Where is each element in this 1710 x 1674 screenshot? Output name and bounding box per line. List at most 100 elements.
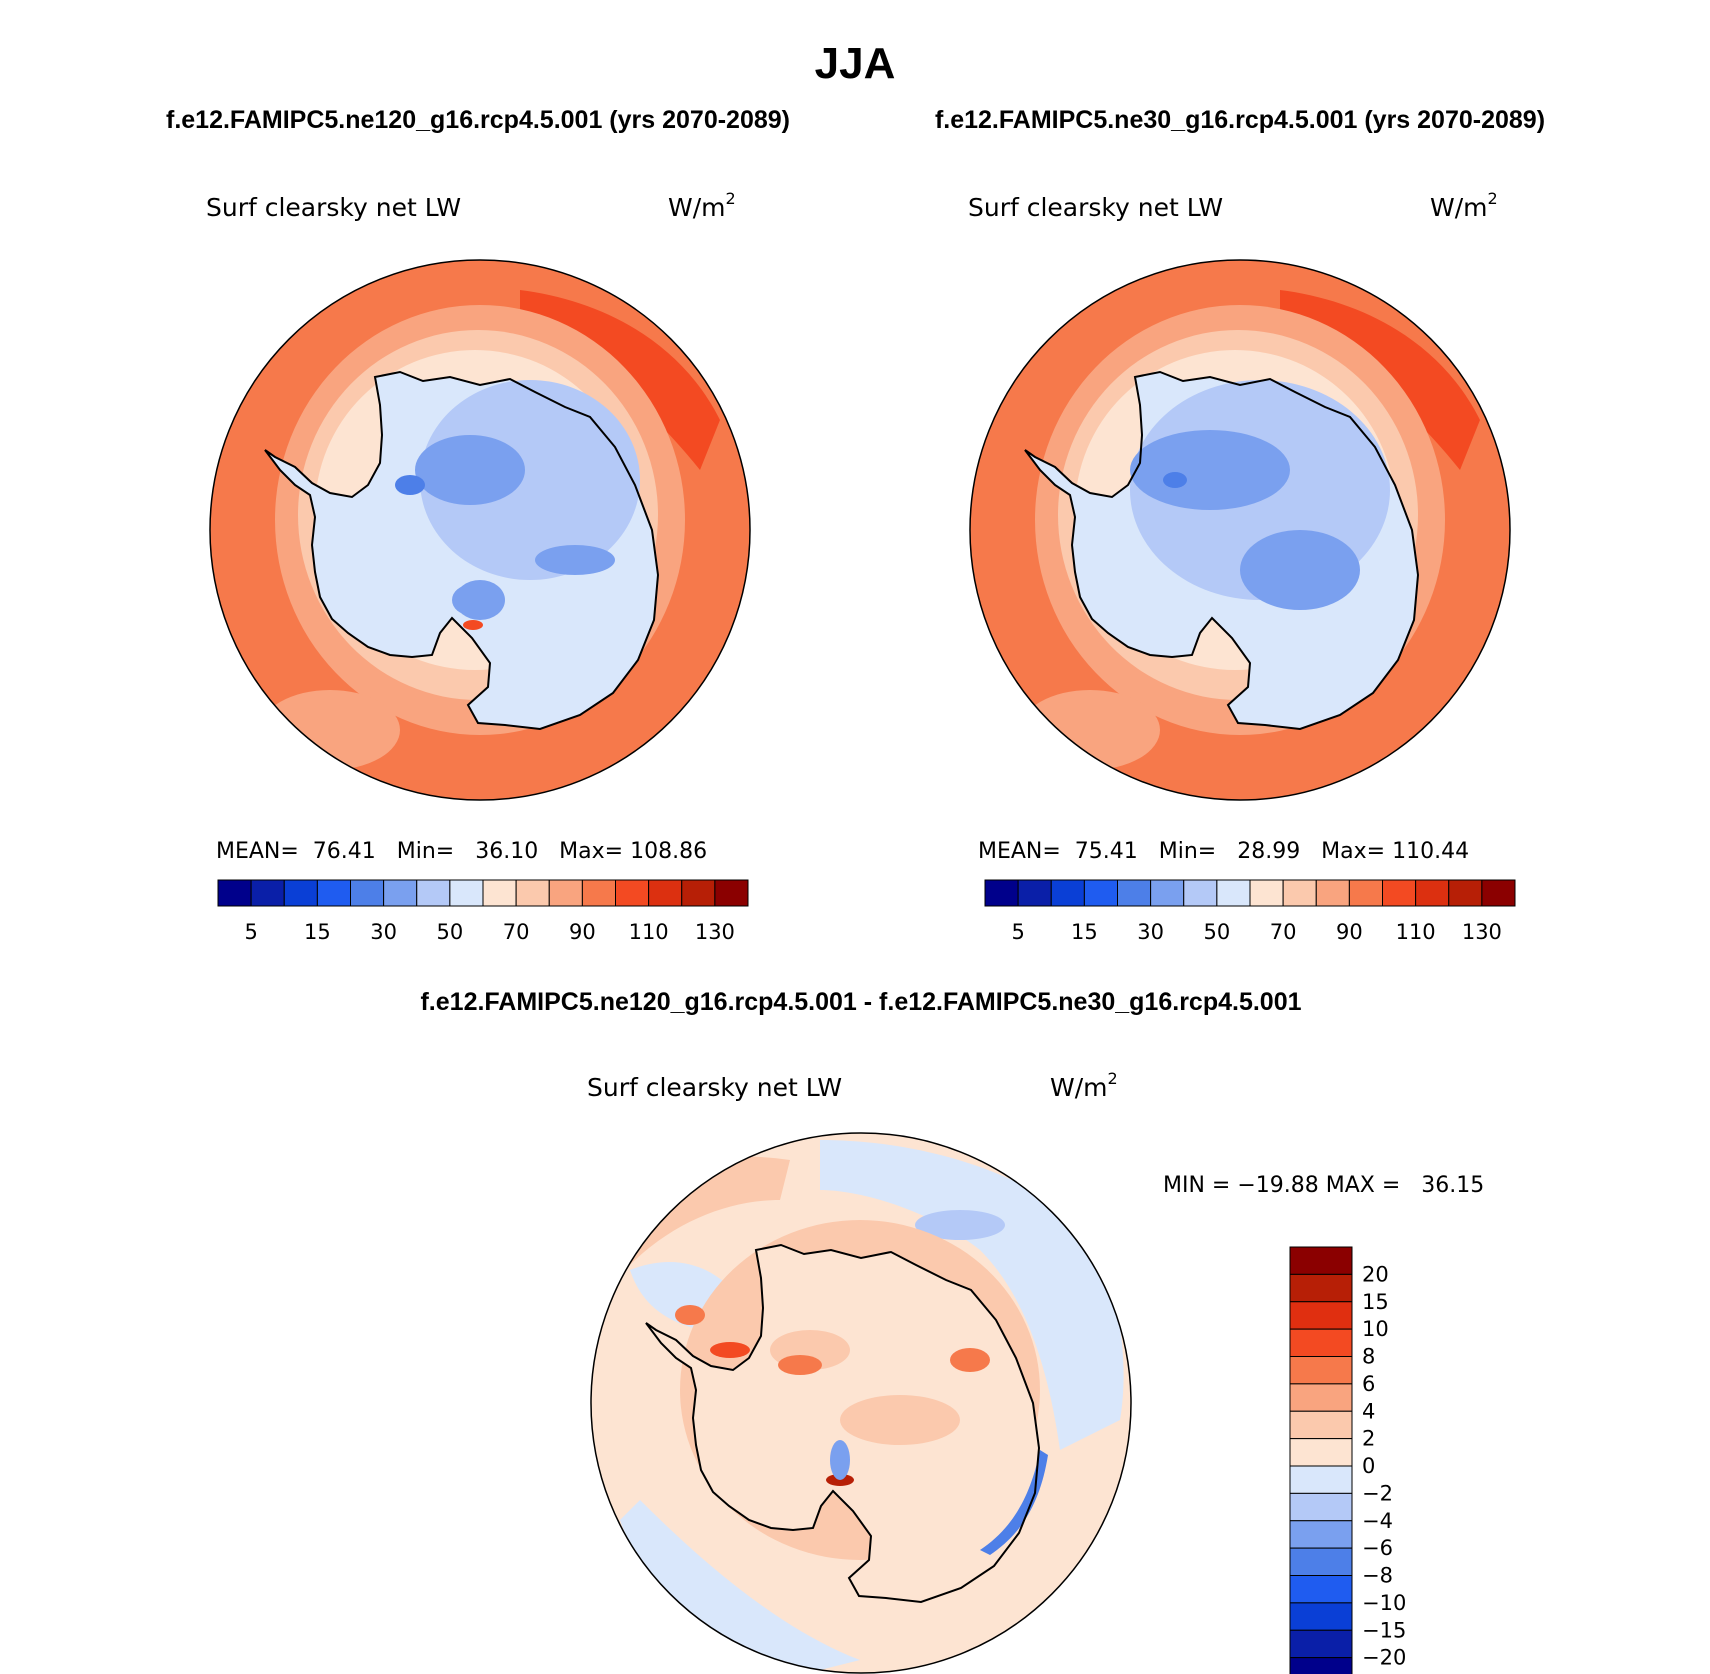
right-map [970, 260, 1510, 800]
colorbar-tick-label: 0 [1362, 1454, 1375, 1478]
right-units-exp: 2 [1488, 189, 1498, 208]
colorbar-tick-label: 90 [569, 920, 596, 944]
colorbar-tick-label: −4 [1362, 1509, 1393, 1533]
colorbar-swatch [1289, 1492, 1353, 1522]
colorbar-swatch [383, 879, 418, 907]
colorbar-tick-label: −20 [1362, 1646, 1406, 1670]
colorbar-swatch [416, 879, 451, 907]
colorbar-tick-label: 30 [1137, 920, 1164, 944]
colorbar-swatch [1289, 1629, 1353, 1659]
colorbar-swatch [217, 879, 252, 907]
colorbar-swatch [1083, 879, 1118, 907]
colorbar-tick-label: 130 [1462, 920, 1502, 944]
colorbar-tick-label: −10 [1362, 1591, 1406, 1615]
colorbar-tick-label: 15 [304, 920, 331, 944]
colorbar-tick-label: 70 [503, 920, 530, 944]
diff-variable-label: Surf clearsky net LW [587, 1073, 842, 1102]
colorbar-tick-label: −8 [1362, 1564, 1393, 1588]
colorbar-tick-label: 110 [629, 920, 669, 944]
colorbar-tick-label: −15 [1362, 1618, 1406, 1642]
colorbar-swatch [1289, 1246, 1353, 1275]
colorbar-tick-label: 10 [1362, 1317, 1389, 1341]
colorbar-tick-label: 2 [1362, 1427, 1375, 1451]
left-map [210, 260, 750, 800]
colorbar-swatch [1289, 1410, 1353, 1440]
colorbar-tick-label: 130 [695, 920, 735, 944]
colorbar-swatch [515, 879, 550, 907]
colorbar-tick-label: 70 [1270, 920, 1297, 944]
colorbar-swatch [1289, 1301, 1353, 1330]
colorbar-swatch [1289, 1465, 1353, 1494]
diff-units-exp: 2 [1108, 1069, 1118, 1088]
colorbar-swatch [1289, 1328, 1353, 1357]
diff-panel: Surf clearsky net LW W/m2 [587, 1069, 1484, 1674]
colorbar-swatch [1117, 879, 1152, 907]
colorbar-swatch [1289, 1383, 1353, 1412]
colorbar-tick-label: 6 [1362, 1372, 1375, 1396]
colorbar-swatch [1448, 879, 1483, 907]
right-units-base: W/m [1430, 193, 1488, 222]
colorbar-tick-label: 90 [1336, 920, 1363, 944]
colorbar-swatch [250, 879, 285, 907]
right-units: W/m2 [1430, 189, 1498, 222]
colorbar-swatch [1289, 1273, 1353, 1303]
main-title: JJA [815, 39, 896, 88]
left-units-exp: 2 [726, 189, 736, 208]
colorbar-tick-label: 4 [1362, 1399, 1375, 1423]
right-stats: MEAN= 75.41 Min= 28.99 Max= 110.44 [978, 839, 1469, 864]
left-case-title: f.e12.FAMIPC5.ne120_g16.rcp4.5.001 (yrs … [166, 106, 790, 134]
left-stats: MEAN= 76.41 Min= 36.10 Max= 108.86 [216, 839, 707, 864]
left-units-base: W/m [668, 193, 726, 222]
colorbar-tick-label: 15 [1362, 1290, 1389, 1314]
left-variable-label: Surf clearsky net LW [206, 193, 461, 222]
colorbar-swatch [1289, 1547, 1353, 1576]
colorbar-swatch [1216, 879, 1251, 907]
colorbar-swatch [1249, 879, 1284, 907]
colorbar-swatch [1289, 1575, 1353, 1604]
colorbar-swatch [350, 879, 385, 907]
colorbar-swatch [681, 879, 716, 907]
left-colorbar: 5 15 30 50 70 90 110 130 [217, 879, 749, 944]
colorbar-swatch [1289, 1602, 1353, 1631]
colorbar-swatch [1017, 879, 1052, 907]
colorbar-swatch [1382, 879, 1417, 907]
colorbar-tick-label: 50 [1204, 920, 1231, 944]
diff-map [591, 1133, 1131, 1673]
colorbar-tick-label: 5 [244, 920, 257, 944]
colorbar-swatch [449, 879, 484, 907]
right-panel: Surf clearsky net LW W/m2 MEAN= 75.41 Mi… [968, 189, 1516, 944]
colorbar-swatch [714, 879, 749, 907]
right-case-title: f.e12.FAMIPC5.ne30_g16.rcp4.5.001 (yrs 2… [935, 106, 1545, 134]
colorbar-swatch [581, 879, 616, 907]
colorbar-tick-label: 15 [1071, 920, 1098, 944]
colorbar-tick-label: 50 [437, 920, 464, 944]
right-variable-label: Surf clearsky net LW [968, 193, 1223, 222]
colorbar-tick-label: −6 [1362, 1536, 1393, 1560]
colorbar-swatch [615, 879, 650, 907]
diff-units: W/m2 [1050, 1069, 1118, 1102]
colorbar-swatch [1282, 879, 1317, 907]
colorbar-tick-label: 8 [1362, 1345, 1375, 1369]
colorbar-swatch [1289, 1438, 1353, 1467]
left-panel: Surf clearsky net LW W/m2 MEAN= [206, 189, 751, 944]
colorbar-tick-label: −2 [1362, 1481, 1393, 1505]
diff-stats: MIN = −19.88 MAX = 36.15 [1163, 1173, 1484, 1198]
colorbar-tick-label: 5 [1011, 920, 1024, 944]
colorbar-tick-label: 110 [1396, 920, 1436, 944]
colorbar-swatch [1183, 879, 1218, 907]
colorbar-swatch [1289, 1520, 1353, 1549]
colorbar-swatch [1348, 879, 1383, 907]
colorbar-swatch [1289, 1356, 1353, 1385]
colorbar-swatch [316, 879, 351, 907]
colorbar-swatch [1289, 1657, 1353, 1674]
colorbar-swatch [548, 879, 583, 907]
colorbar-swatch [1150, 879, 1185, 907]
diff-title: f.e12.FAMIPC5.ne120_g16.rcp4.5.001 - f.e… [420, 988, 1301, 1016]
colorbar-swatch [1481, 879, 1516, 907]
diff-units-base: W/m [1050, 1073, 1108, 1102]
colorbar-swatch [283, 879, 318, 907]
colorbar-swatch [648, 879, 683, 907]
left-units: W/m2 [668, 189, 736, 222]
